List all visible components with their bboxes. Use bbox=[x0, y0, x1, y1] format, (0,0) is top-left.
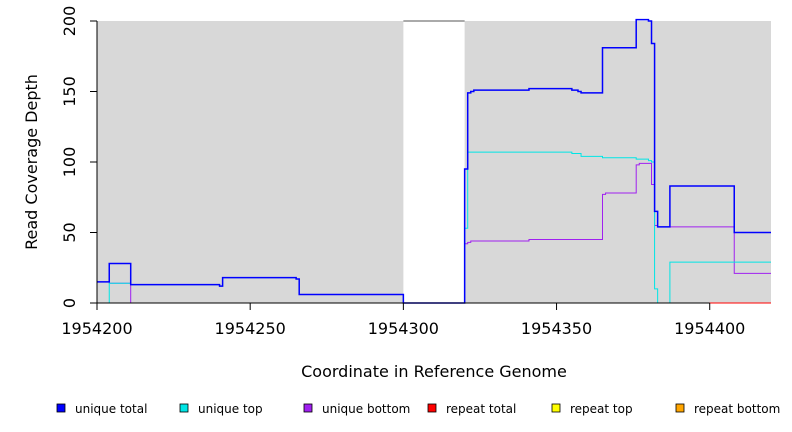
x-tick-label: 1954250 bbox=[215, 319, 286, 338]
legend-item: repeat total bbox=[427, 402, 516, 416]
y-tick-label: 100 bbox=[60, 147, 79, 178]
legend-label: unique top bbox=[198, 402, 263, 416]
legend-item: unique bottom bbox=[303, 402, 410, 416]
x-tick-label: 1954400 bbox=[674, 319, 745, 338]
x-tick-label: 1954300 bbox=[368, 319, 439, 338]
legend-swatch bbox=[675, 403, 685, 413]
legend: unique total unique top unique bottom repea… bbox=[56, 402, 780, 416]
y-axis: 0 50 100 150 200 bbox=[60, 6, 98, 308]
gap-region bbox=[403, 21, 465, 303]
legend-swatch bbox=[551, 403, 561, 413]
x-axis-title: Coordinate in Reference Genome bbox=[301, 362, 567, 381]
legend-swatch bbox=[427, 403, 437, 413]
legend-item: unique total bbox=[56, 402, 147, 416]
x-tick-label: 1954200 bbox=[61, 319, 132, 338]
x-axis: 1954200 1954250 1954300 1954350 1954400 bbox=[61, 302, 745, 338]
y-tick-label: 150 bbox=[60, 76, 79, 107]
legend-item: repeat bottom bbox=[675, 402, 780, 416]
legend-label: repeat top bbox=[570, 402, 633, 416]
y-tick-label: 50 bbox=[60, 222, 79, 242]
legend-label: repeat total bbox=[446, 402, 516, 416]
y-axis-title: Read Coverage Depth bbox=[22, 74, 41, 250]
legend-item: unique top bbox=[179, 402, 263, 416]
y-tick-label: 0 bbox=[60, 298, 79, 308]
legend-item: repeat top bbox=[551, 402, 633, 416]
legend-swatch bbox=[56, 403, 66, 413]
legend-label: unique total bbox=[75, 402, 147, 416]
series-line-unique-total bbox=[97, 18, 771, 304]
y-tick-label: 200 bbox=[60, 6, 79, 37]
legend-swatch bbox=[179, 403, 189, 413]
legend-label: repeat bottom bbox=[694, 402, 780, 416]
legend-label: unique bottom bbox=[322, 402, 410, 416]
x-tick-label: 1954350 bbox=[521, 319, 592, 338]
legend-swatch bbox=[303, 403, 313, 413]
plot-area bbox=[97, 20, 771, 303]
